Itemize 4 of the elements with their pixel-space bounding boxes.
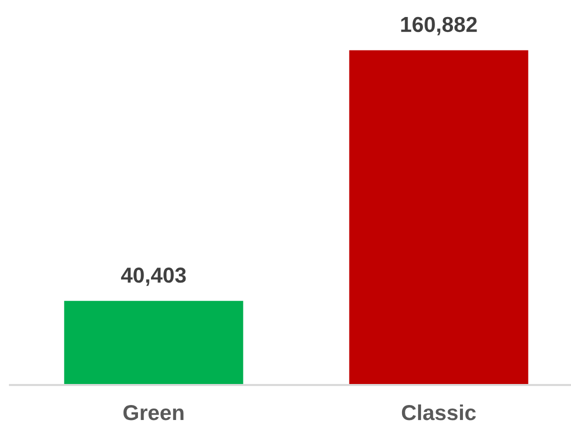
x-tick-label: Green — [123, 405, 184, 420]
data-label: 160,882 — [401, 16, 477, 36]
x-tick-label: Classic — [402, 404, 476, 420]
data-label: 40,403 — [121, 268, 186, 286]
